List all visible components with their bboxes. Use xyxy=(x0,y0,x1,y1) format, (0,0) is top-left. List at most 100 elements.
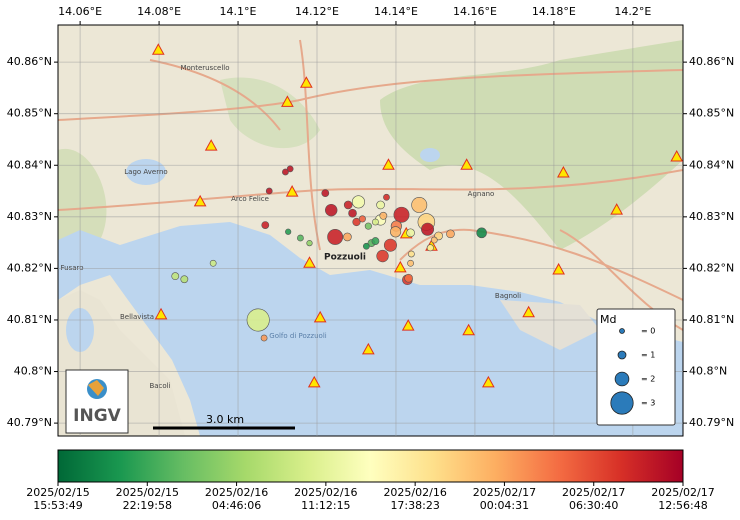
event xyxy=(358,215,366,223)
place-label: Agnano xyxy=(468,190,495,198)
data-layer: 14.06°E 14.08°E 14.1°E 14.12°E 14.14°E 14.16°… xyxy=(7,5,734,436)
event xyxy=(171,272,180,281)
y-tick-label: 40.8°N xyxy=(689,365,727,378)
event xyxy=(362,242,370,250)
event xyxy=(421,222,435,236)
place-label: Fusaro xyxy=(60,264,83,272)
station xyxy=(462,323,475,336)
colorbar-tick-label: 2025/02/16 17:38:23 xyxy=(383,486,447,512)
legend-marker xyxy=(617,350,627,360)
scale-bar: 3.0 km xyxy=(153,413,295,430)
y-tick-label: 40.85°N xyxy=(689,107,734,120)
station xyxy=(670,149,684,162)
place-label: Pozzuoli xyxy=(324,253,366,263)
event xyxy=(306,240,313,247)
station xyxy=(361,342,375,355)
event xyxy=(260,334,268,342)
event xyxy=(282,168,289,176)
colorbar-tick-label: 2025/02/15 22:19:58 xyxy=(115,486,179,512)
y-tick-label: 40.8°N xyxy=(14,365,52,378)
station xyxy=(382,158,395,170)
event xyxy=(180,275,189,284)
event xyxy=(286,165,294,173)
event xyxy=(372,218,379,226)
legend-label: = 1 xyxy=(641,351,655,360)
event xyxy=(383,193,390,201)
place-label: Bagnoli xyxy=(495,292,521,300)
y-tick-label: 40.82°N xyxy=(689,261,734,274)
map-frame xyxy=(57,24,684,437)
event xyxy=(406,228,415,238)
y-tick-label: 40.81°N xyxy=(7,313,52,326)
colorbar-tick-label: 2025/02/16 11:12:15 xyxy=(294,486,358,512)
station xyxy=(460,158,473,170)
event xyxy=(325,203,338,217)
event xyxy=(351,195,365,209)
station xyxy=(313,310,327,323)
scale-label: 3.0 km xyxy=(206,413,244,426)
event xyxy=(389,226,402,238)
station xyxy=(151,43,165,55)
logo-text: INGV xyxy=(73,406,122,426)
event xyxy=(376,200,385,210)
legend-marker xyxy=(610,391,634,415)
place-label: Arco Felice xyxy=(231,195,269,203)
colorbar xyxy=(57,449,684,483)
station xyxy=(281,95,294,107)
station xyxy=(401,319,415,331)
logo: INGV xyxy=(65,369,129,434)
y-tick-label: 40.83°N xyxy=(7,210,52,223)
x-tick-label: 14.1°E xyxy=(220,5,257,18)
x-tick-label: 14.18°E xyxy=(532,5,576,18)
legend-marker xyxy=(619,328,625,334)
event xyxy=(430,236,438,244)
station xyxy=(393,260,407,273)
station xyxy=(204,139,218,151)
event xyxy=(426,244,434,252)
station xyxy=(285,185,299,197)
event xyxy=(407,250,415,258)
y-tick-label: 40.84°N xyxy=(689,158,734,171)
event xyxy=(407,259,414,267)
x-tick-label: 14.08°E xyxy=(137,5,181,18)
y-tick-label: 40.85°N xyxy=(7,107,52,120)
event xyxy=(343,232,352,242)
x-tick-label: 14.2°E xyxy=(614,5,651,18)
station xyxy=(522,305,535,318)
event xyxy=(343,200,353,210)
y-tick-label: 40.86°N xyxy=(689,55,734,68)
station xyxy=(303,256,316,268)
colorbar-tick-label: 2025/02/17 06:30:40 xyxy=(562,486,626,512)
event xyxy=(364,222,372,230)
y-tick-label: 40.82°N xyxy=(7,261,52,274)
event xyxy=(348,208,357,218)
basemap xyxy=(58,25,683,436)
y-tick-label: 40.86°N xyxy=(7,55,52,68)
y-tick-label: 40.79°N xyxy=(689,416,734,429)
place-label: Monteruscello xyxy=(180,64,229,72)
colorbar-tick-label: 2025/02/15 15:53:49 xyxy=(26,486,90,512)
x-tick-label: 14.14°E xyxy=(374,5,418,18)
event xyxy=(352,217,361,227)
event xyxy=(246,308,270,332)
station xyxy=(557,165,570,178)
station xyxy=(610,203,624,215)
event xyxy=(209,259,217,267)
x-tick-label: 14.12°E xyxy=(295,5,339,18)
legend: Md = 0 = 1 = 2 = 3 xyxy=(596,308,676,426)
colorbar-tick-label: 2025/02/17 00:04:31 xyxy=(472,486,537,512)
event xyxy=(285,228,292,235)
event xyxy=(327,228,344,245)
place-label: Lago Averno xyxy=(124,168,167,176)
y-tick-label: 40.81°N xyxy=(689,313,734,326)
event xyxy=(297,234,304,242)
event xyxy=(411,197,428,213)
event xyxy=(393,206,410,223)
event xyxy=(261,221,270,229)
event xyxy=(376,249,389,263)
place-label: Golfo di Pozzuoli xyxy=(269,332,327,340)
station xyxy=(193,194,207,207)
place-label: Bellavista xyxy=(120,313,154,321)
place-label: Bacoli xyxy=(149,382,170,390)
legend-label: = 2 xyxy=(641,375,655,384)
